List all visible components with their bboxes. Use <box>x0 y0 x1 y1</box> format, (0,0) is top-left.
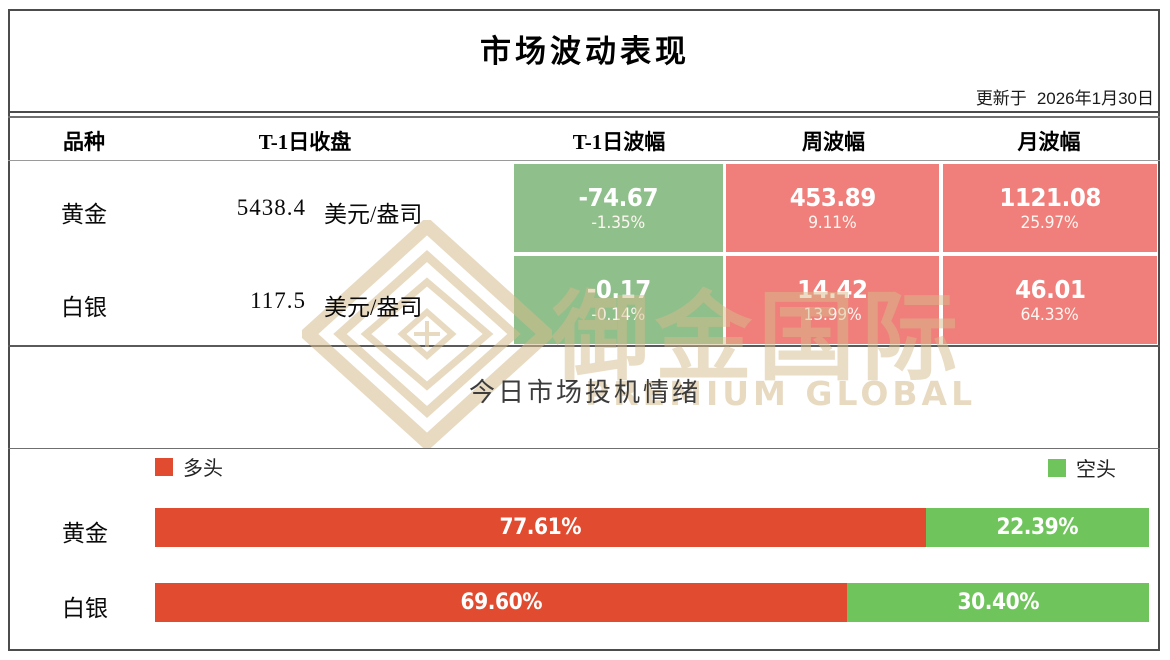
col-header-t1-range: T-1日波幅 <box>572 130 666 154</box>
gold-month-range-cell: 1121.08 25.97% <box>943 164 1157 252</box>
gold-long-segment: 77.61% <box>155 508 927 547</box>
legend-long: 多头 <box>155 452 223 481</box>
silver-week-range-value: 14.42 <box>797 275 868 304</box>
silver-long-pct: 69.60% <box>460 590 542 615</box>
sentiment-section-title: 今日市场投机情绪 <box>468 377 701 407</box>
silver-long-segment: 69.60% <box>155 583 847 622</box>
silver-week-range-cell: 14.42 13.99% <box>726 256 939 344</box>
row-silver-name: 白银 <box>61 295 107 320</box>
legend-short-label: 空头 <box>1076 459 1116 481</box>
silver-t1-range-cell: -0.17 -0.14% <box>514 256 723 344</box>
header-underline <box>8 160 1160 161</box>
gold-week-range-cell: 453.89 9.11% <box>726 164 939 252</box>
bar-gold-label: 黄金 <box>62 521 108 546</box>
bar-silver-label: 白银 <box>62 596 108 621</box>
gold-sentiment-bar: 77.61% 22.39% <box>155 508 1149 547</box>
gold-short-pct: 22.39% <box>996 515 1079 540</box>
silver-short-segment: 30.40% <box>846 583 1149 622</box>
legend-short: 空头 <box>1048 453 1116 482</box>
gold-t1-range-value: -74.67 <box>578 183 659 212</box>
gold-t1-range-cell: -74.67 -1.35% <box>514 164 723 252</box>
long-swatch-icon <box>155 457 173 476</box>
silver-month-range-pct: 64.33% <box>1021 305 1079 325</box>
silver-week-range-pct: 13.99% <box>803 305 862 325</box>
silver-t1-range-value: -0.17 <box>586 275 651 304</box>
title-divider-top <box>8 111 1160 113</box>
row-gold-name: 黄金 <box>61 202 107 227</box>
gold-long-pct: 77.61% <box>499 515 582 540</box>
col-header-t1-close: T-1日收盘 <box>258 130 352 154</box>
gold-t1-range-pct: -1.35% <box>591 213 646 233</box>
gold-week-range-pct: 9.11% <box>808 213 857 233</box>
row-gold-close: 5438.4 <box>236 195 306 220</box>
gold-month-range-pct: 25.97% <box>1021 213 1079 233</box>
row-gold-unit: 美元/盎司 <box>324 202 423 227</box>
updated-timestamp: 更新于 2026年1月30日 <box>976 84 1154 109</box>
silver-month-range-value: 46.01 <box>1014 275 1086 304</box>
sentiment-divider <box>8 448 1160 449</box>
gold-short-segment: 22.39% <box>926 508 1149 547</box>
silver-month-range-cell: 46.01 64.33% <box>943 256 1157 344</box>
silver-sentiment-bar: 69.60% 30.40% <box>155 583 1149 622</box>
updated-date: 2026年1月30日 <box>1036 89 1154 108</box>
gold-week-range-value: 453.89 <box>789 183 876 212</box>
updated-label: 更新于 <box>975 89 1027 108</box>
row-silver-close: 117.5 <box>250 288 306 313</box>
short-swatch-icon <box>1048 458 1066 477</box>
gold-month-range-value: 1121.08 <box>999 183 1101 212</box>
legend-long-label: 多头 <box>183 458 223 480</box>
table-section-divider <box>8 345 1160 347</box>
silver-t1-range-pct: -0.14% <box>591 305 646 325</box>
row-silver-unit: 美元/盎司 <box>324 295 423 320</box>
col-header-week-range: 周波幅 <box>802 130 865 154</box>
silver-short-pct: 30.40% <box>957 590 1039 615</box>
col-header-month-range: 月波幅 <box>1017 130 1081 154</box>
title-divider-bottom <box>8 116 1160 118</box>
page-title: 市场波动表现 <box>480 34 690 69</box>
col-header-variety: 品种 <box>63 130 105 154</box>
